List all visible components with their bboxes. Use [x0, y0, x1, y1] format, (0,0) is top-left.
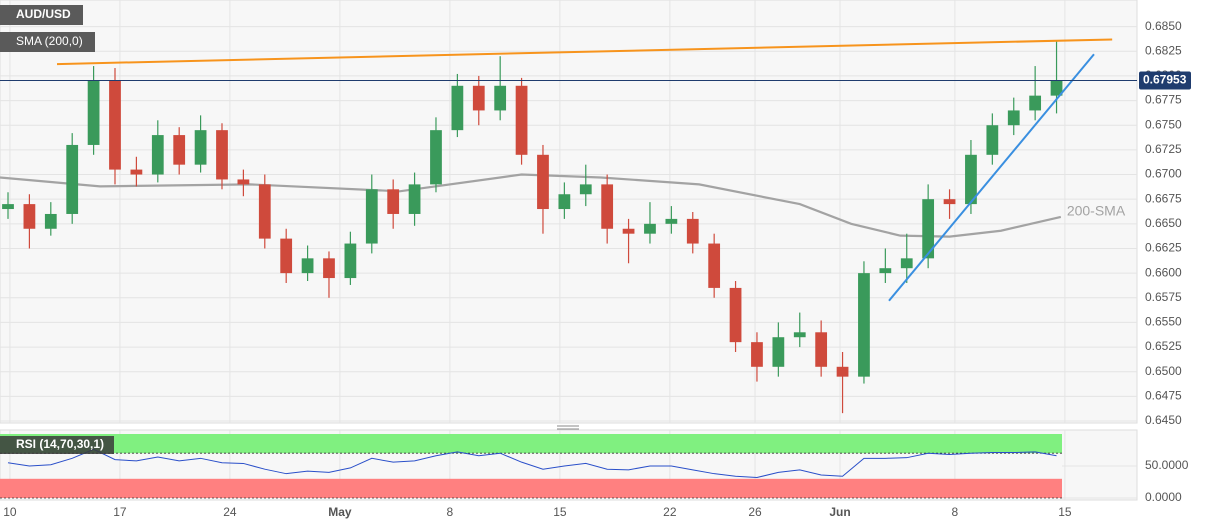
- candle-body: [430, 130, 442, 185]
- y-tick-label: 0.6750: [1145, 117, 1182, 131]
- candle-body: [772, 337, 785, 367]
- candle-body: [258, 184, 271, 239]
- candle-body: [601, 184, 614, 229]
- y-tick-label: 0.0000: [1145, 490, 1182, 504]
- candle-body: [66, 144, 79, 214]
- candle-body: [1007, 110, 1020, 126]
- y-tick-label: 0.6825: [1145, 43, 1182, 57]
- sma-label: 200-SMA: [1067, 203, 1126, 219]
- y-tick-label: 0.6675: [1145, 191, 1182, 205]
- y-tick-label: 0.6775: [1145, 93, 1182, 107]
- candle-body: [494, 85, 507, 111]
- candle-body: [87, 80, 100, 145]
- candle-body: [408, 184, 421, 214]
- candle-body: [644, 223, 656, 234]
- candle-body: [986, 125, 999, 155]
- candle-body: [922, 199, 935, 259]
- x-tick-label: 24: [223, 505, 237, 519]
- x-tick-label: 15: [553, 505, 567, 519]
- title-box: [0, 5, 83, 25]
- candle-body: [836, 366, 849, 377]
- x-tick-label: May: [328, 505, 352, 519]
- candle-body: [344, 243, 357, 279]
- trend-line: [888, 53, 1095, 302]
- trend-line: [56, 38, 1113, 66]
- candle-body: [558, 194, 571, 210]
- last-price-label: 0.67953: [1143, 73, 1187, 87]
- candle-body: [151, 135, 164, 175]
- candle-body: [879, 268, 892, 274]
- candle-body: [793, 332, 806, 338]
- y-tick-label: 0.6550: [1145, 315, 1182, 329]
- legend-box: [0, 32, 95, 52]
- y-tick-label: 0.6525: [1145, 339, 1182, 353]
- y-tick-label: 0.6475: [1145, 389, 1182, 403]
- chart-title: AUD/USD: [16, 7, 71, 21]
- candle-body: [1029, 95, 1042, 111]
- candle-body: [729, 287, 742, 343]
- legend-label: SMA (200,0): [16, 34, 83, 48]
- candle-body: [323, 258, 335, 279]
- x-tick-label: 8: [447, 505, 454, 519]
- candle-body: [173, 135, 186, 165]
- x-tick-label: Jun: [829, 505, 850, 519]
- candle-body: [109, 80, 121, 170]
- candle-body: [900, 258, 913, 269]
- candle-body: [622, 228, 635, 234]
- candle-body: [708, 243, 721, 288]
- y-tick-label: 0.6450: [1145, 413, 1182, 427]
- candle-body: [858, 273, 870, 377]
- rsi-band: [0, 434, 1062, 454]
- candle-body: [301, 258, 314, 274]
- candle-body: [537, 154, 549, 210]
- candle-body: [665, 218, 678, 224]
- x-tick-label: 10: [3, 505, 17, 519]
- candle-body: [472, 85, 485, 111]
- marks: [0, 38, 1137, 479]
- candle-body: [751, 342, 763, 367]
- x-tick-label: 26: [748, 505, 762, 519]
- candle-body: [387, 189, 400, 214]
- y-tick-label: 0.6850: [1145, 19, 1182, 33]
- candle-body: [943, 199, 956, 205]
- rsi-title: RSI (14,70,30,1): [16, 437, 104, 451]
- candle-body: [216, 130, 228, 180]
- candle-body: [2, 204, 14, 210]
- candle-body: [23, 204, 36, 229]
- x-tick-label: 15: [1058, 505, 1072, 519]
- candle-body: [237, 179, 250, 185]
- y-tick-label: 0.6700: [1145, 167, 1182, 181]
- y-tick-label: 0.6575: [1145, 290, 1182, 304]
- candle-body: [130, 169, 143, 175]
- candle-body: [965, 154, 977, 205]
- candle-body: [451, 85, 464, 131]
- y-tick-label: 0.6725: [1145, 142, 1182, 156]
- grid: [0, 0, 1137, 500]
- y-tick-label: 0.6625: [1145, 241, 1182, 255]
- y-tick-label: 0.6650: [1145, 216, 1182, 230]
- candle-body: [280, 238, 293, 274]
- candle-body: [815, 332, 828, 367]
- y-tick-label: 0.6500: [1145, 364, 1182, 378]
- candle-body: [1050, 80, 1063, 96]
- rsi-band: [0, 478, 1062, 498]
- rsi-line: [7, 448, 1057, 479]
- x-tick-label: 8: [952, 505, 959, 519]
- last-price-box: [1139, 71, 1191, 90]
- price-panel: [0, 0, 1138, 424]
- rsi-title-box: [0, 436, 114, 454]
- y-tick-label: 50.0000: [1145, 458, 1189, 472]
- candle-body: [365, 189, 378, 244]
- candle-body: [579, 184, 592, 195]
- candle-body: [44, 213, 57, 229]
- labels: 0.6450 0.6475 0.6500 0.6525 0.6550 0.6575 0.66…: [0, 5, 1191, 519]
- y-tick-label: 0.6600: [1145, 265, 1182, 279]
- candle-body: [194, 130, 207, 165]
- candle-body: [515, 85, 528, 155]
- x-tick-label: 17: [113, 505, 127, 519]
- x-tick-label: 22: [663, 505, 677, 519]
- candle-body: [686, 218, 699, 244]
